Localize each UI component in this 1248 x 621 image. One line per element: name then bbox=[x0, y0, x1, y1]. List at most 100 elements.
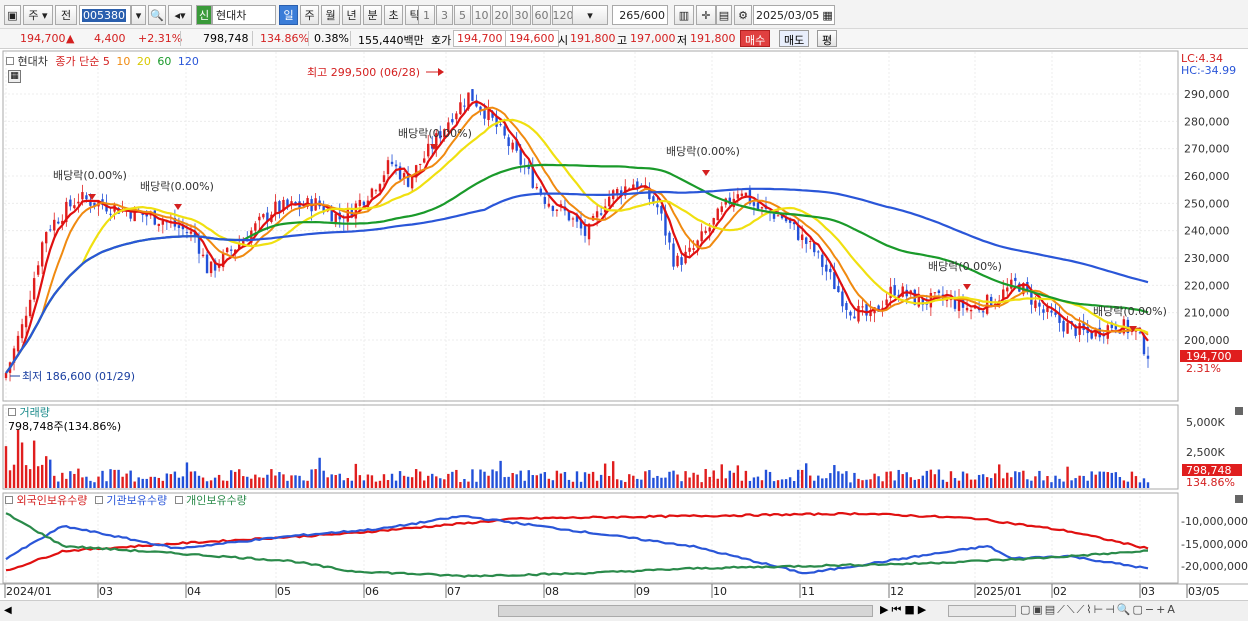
volume-bar bbox=[744, 470, 748, 488]
volume-bar bbox=[668, 471, 671, 488]
interval-10[interactable]: 10 bbox=[472, 5, 491, 25]
sell-button[interactable]: 매도 bbox=[779, 30, 810, 47]
volume-bar bbox=[1058, 478, 1061, 488]
chart-toolbar: ▣ 주 ▾ 전 005380 ▾ 🔍 ◂▾ 신 현대차 일 주 월 년 분 초 틱 1 3 5 10… bbox=[0, 0, 1248, 29]
code-input[interactable]: 005380 bbox=[79, 5, 131, 25]
window-icon[interactable]: ▣ bbox=[4, 5, 21, 25]
volume-bar bbox=[965, 473, 969, 488]
interval-30[interactable]: 30 bbox=[512, 5, 531, 25]
interval-5[interactable]: 5 bbox=[454, 5, 471, 25]
grid-toggle-icon[interactable]: ▦ bbox=[8, 70, 21, 83]
candle-body bbox=[933, 292, 937, 294]
candle-body bbox=[1142, 334, 1146, 355]
candle-body bbox=[1058, 313, 1061, 323]
volume-bar bbox=[829, 473, 832, 488]
volume-bar bbox=[833, 465, 836, 488]
interval-120[interactable]: 120 bbox=[552, 5, 574, 25]
volume-bar bbox=[620, 480, 623, 488]
tab-0[interactable]: 일 bbox=[279, 5, 298, 25]
candle-body bbox=[334, 213, 337, 225]
crosshair-icon[interactable]: ✛ bbox=[696, 5, 716, 25]
candle-body bbox=[262, 214, 265, 218]
candle-body bbox=[427, 143, 430, 157]
volume-bar bbox=[93, 482, 96, 488]
legend-ma5: 5 bbox=[102, 55, 110, 68]
price-axis-label: 290,000 bbox=[1184, 88, 1230, 101]
volume-bar bbox=[792, 480, 796, 488]
candle-body bbox=[370, 188, 374, 198]
interval-20[interactable]: 20 bbox=[492, 5, 511, 25]
tab-5[interactable]: 초 bbox=[384, 5, 403, 25]
candle-body bbox=[957, 297, 961, 311]
volume-bar bbox=[849, 482, 852, 488]
gear-icon[interactable]: ⚙ bbox=[734, 5, 752, 25]
candle-body bbox=[479, 106, 482, 111]
volume-bar bbox=[270, 469, 273, 488]
playback-controls[interactable]: ▶⏮■▶ bbox=[880, 603, 930, 616]
prev-button[interactable]: 전 bbox=[55, 5, 77, 25]
bid-price[interactable]: 194,600 bbox=[505, 30, 559, 47]
volume-bar bbox=[65, 478, 68, 488]
tab-4[interactable]: 분 bbox=[363, 5, 382, 25]
tab-2[interactable]: 월 bbox=[321, 5, 340, 25]
candle-type-icon[interactable]: ▥ bbox=[674, 5, 694, 25]
volume-bar bbox=[547, 478, 551, 488]
interval-1[interactable]: 1 bbox=[418, 5, 435, 25]
date-input[interactable]: 2025/03/05 ▦ bbox=[753, 5, 835, 25]
interval-3[interactable]: 3 bbox=[436, 5, 453, 25]
buy-button[interactable]: 매수 bbox=[740, 30, 771, 47]
volume-bar bbox=[137, 477, 140, 488]
candle-body bbox=[583, 225, 587, 236]
volume-bar bbox=[153, 476, 156, 488]
volume-bar bbox=[499, 460, 502, 488]
code-dropdown-icon[interactable]: ▾ bbox=[131, 5, 146, 25]
count-input[interactable]: 265/600 bbox=[612, 5, 668, 25]
current-price: 194,700 bbox=[20, 32, 66, 45]
candle-body bbox=[61, 220, 64, 225]
candle-body bbox=[688, 247, 691, 252]
volume-bar bbox=[656, 475, 659, 488]
scroll-left-icon[interactable]: ◀ bbox=[4, 605, 12, 616]
candle-body bbox=[201, 254, 205, 257]
open-price: 191,800 bbox=[570, 32, 616, 45]
save-icon[interactable]: ▤ bbox=[716, 5, 732, 25]
interval-custom-select[interactable]: ▾ bbox=[572, 5, 608, 25]
candle-body bbox=[784, 217, 788, 222]
candle-body bbox=[969, 309, 973, 312]
scroll-thumb[interactable] bbox=[498, 605, 873, 617]
volume-bar bbox=[105, 481, 108, 488]
volume-bar bbox=[969, 479, 973, 488]
drawing-tools[interactable]: ▢▣▤⟋⟍⟋⌇⊢⊣🔍▢−+A bbox=[1020, 603, 1177, 616]
candle-body bbox=[378, 184, 382, 192]
panel-close-icon[interactable] bbox=[1235, 407, 1243, 415]
volume-bar bbox=[800, 469, 804, 488]
volume-bar bbox=[1006, 472, 1009, 488]
zoom-slider[interactable] bbox=[948, 605, 1016, 617]
candle-body bbox=[587, 223, 591, 240]
volume-bar bbox=[173, 471, 177, 488]
volume-bar bbox=[957, 480, 961, 488]
stock-name-field[interactable]: 현대차 bbox=[212, 5, 276, 25]
candle-body bbox=[386, 160, 390, 175]
turnover-rate: 0.38% bbox=[314, 32, 349, 45]
volume-bar bbox=[49, 459, 52, 488]
volume-bar bbox=[1130, 471, 1134, 488]
speaker-icon[interactable]: ◂▾ bbox=[168, 5, 192, 25]
interval-60[interactable]: 60 bbox=[532, 5, 551, 25]
candle-body bbox=[981, 311, 985, 313]
search-icon[interactable]: 🔍 bbox=[148, 5, 166, 25]
candle-body bbox=[965, 307, 969, 311]
calendar-icon[interactable]: ▦ bbox=[822, 8, 833, 22]
volume-bar bbox=[933, 474, 937, 488]
volume-bar bbox=[720, 464, 723, 488]
panel-close-icon[interactable] bbox=[1235, 495, 1243, 503]
stock-chart[interactable]: 290,000 280,000 270,000 260,000 250,000 240,0… bbox=[0, 50, 1248, 621]
candle-body bbox=[459, 102, 462, 115]
candle-body bbox=[527, 165, 530, 169]
candle-body bbox=[258, 216, 261, 221]
tab-1[interactable]: 주 bbox=[300, 5, 319, 25]
tab-3[interactable]: 년 bbox=[342, 5, 361, 25]
ask-price[interactable]: 194,700 bbox=[453, 30, 507, 47]
eval-button[interactable]: 평 bbox=[817, 30, 838, 47]
period-select[interactable]: 주 ▾ bbox=[23, 5, 53, 25]
